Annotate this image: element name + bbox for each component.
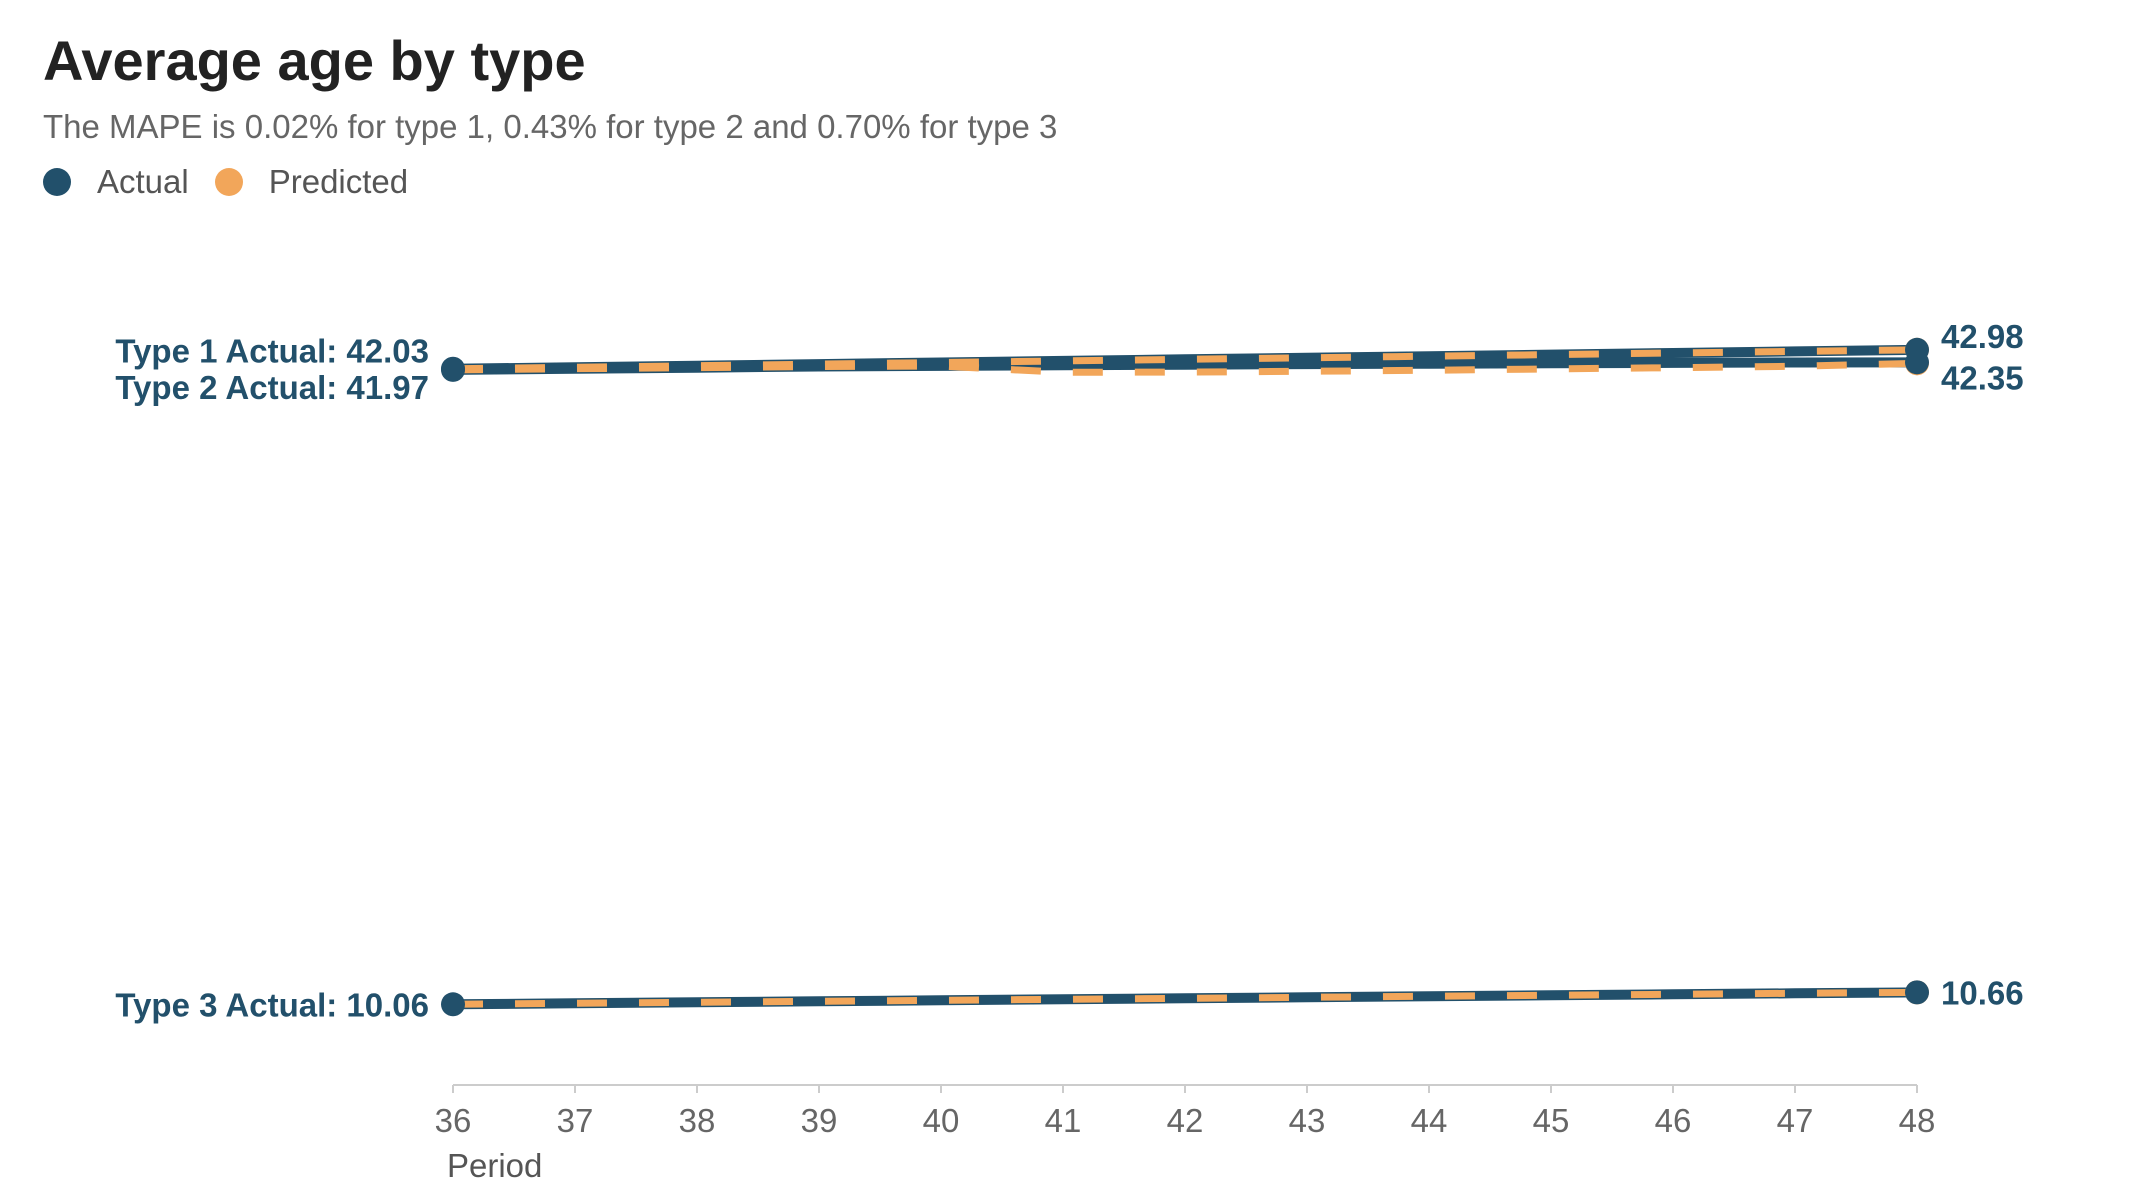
chart-legend: Actual Predicted (43, 163, 434, 201)
x-tick-label: 36 (435, 1102, 472, 1139)
x-tick-label: 48 (1899, 1102, 1936, 1139)
type-2-actual-end-label: 42.35 (1941, 359, 2024, 396)
type-2-actual-line (452, 357, 1918, 375)
type-3-actual-start-marker (441, 992, 465, 1017)
chart-title: Average age by type (43, 29, 586, 92)
x-tick-label: 39 (801, 1102, 838, 1139)
x-axis-title: Period (447, 1147, 542, 1184)
chart-subtitle: The MAPE is 0.02% for type 1, 0.43% for … (43, 108, 1058, 145)
legend-item-actual: Actual (43, 163, 189, 201)
legend-label-predicted: Predicted (268, 163, 409, 200)
x-tick-label: 47 (1777, 1102, 1814, 1139)
type-3-actual-end-label: 10.66 (1941, 974, 2024, 1011)
legend-item-predicted: Predicted (214, 163, 409, 201)
x-tick-label: 45 (1533, 1102, 1570, 1139)
series-layer (452, 344, 1918, 1010)
x-tick-label: 38 (679, 1102, 716, 1139)
x-axis: 36 37 38 39 40 41 42 43 44 45 46 47 48 Period (435, 1084, 1936, 1184)
x-tick-label: 40 (923, 1102, 960, 1139)
legend-swatch-actual (43, 168, 71, 196)
type-2-actual-end-marker (1905, 350, 1929, 375)
x-tick-label: 37 (557, 1102, 594, 1139)
type-3-actual-end-marker (1905, 980, 1929, 1005)
type-1-actual-start-label: Type 1 Actual: 42.03 (115, 333, 429, 370)
legend-label-actual: Actual (97, 163, 189, 200)
label-layer: Type 1 Actual: 42.03 42.98 Type 2 Actual: … (115, 318, 2023, 1023)
type-3-actual-line (452, 987, 1918, 1010)
x-tick-label: 42 (1167, 1102, 1204, 1139)
x-tick-label: 44 (1411, 1102, 1448, 1139)
type-3-actual-start-label: Type 3 Actual: 10.06 (115, 986, 429, 1023)
type-2-actual-start-label: Type 2 Actual: 41.97 (115, 369, 429, 406)
x-tick-label: 43 (1289, 1102, 1326, 1139)
type-2-actual-start-marker (441, 357, 465, 382)
legend-swatch-predicted (214, 168, 243, 196)
x-tick-label: 46 (1655, 1102, 1692, 1139)
type-1-actual-end-label: 42.98 (1941, 318, 2024, 355)
x-tick-label: 41 (1045, 1102, 1082, 1139)
